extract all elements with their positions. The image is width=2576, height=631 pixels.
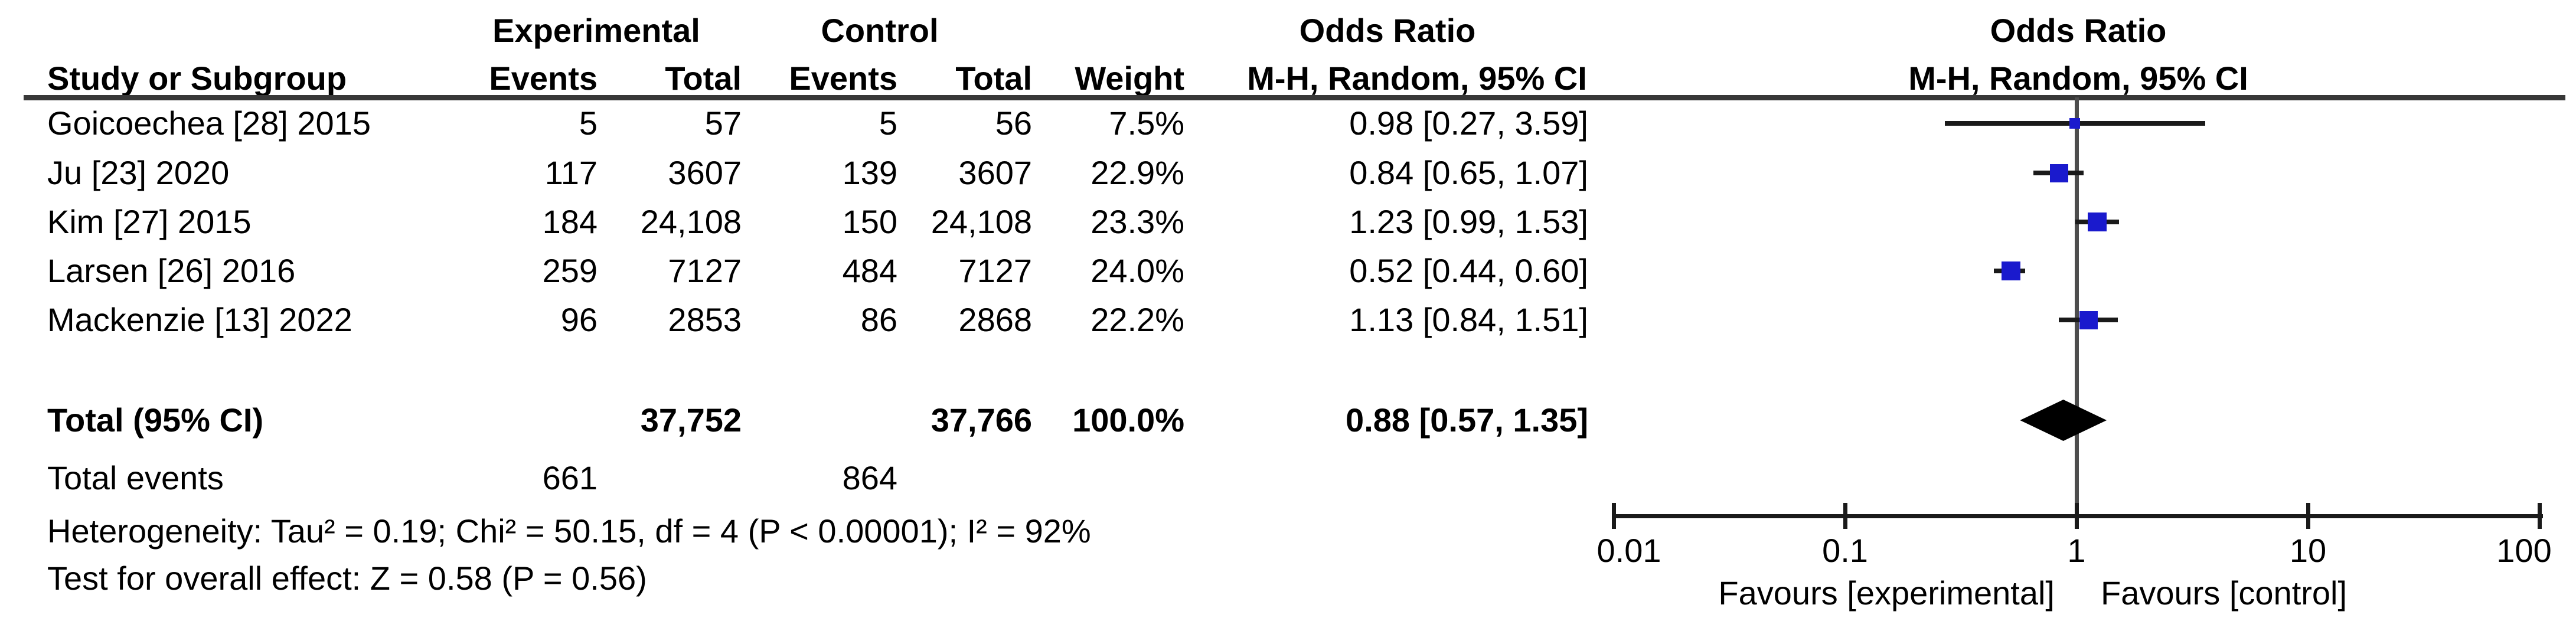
weight: 23.3% bbox=[1091, 203, 1184, 240]
study-name: Larsen [26] 2016 bbox=[47, 252, 296, 289]
column-header-events-experimental: Events bbox=[489, 60, 598, 97]
events-control: 484 bbox=[842, 252, 897, 289]
events-experimental: 96 bbox=[560, 301, 598, 338]
x-axis-tick bbox=[1843, 503, 1847, 529]
study-name: Mackenzie [13] 2022 bbox=[47, 301, 352, 338]
x-axis-tick bbox=[2306, 503, 2310, 529]
x-axis-tick bbox=[2075, 503, 2079, 529]
x-axis-tick-label: 0.1 bbox=[1822, 532, 1868, 569]
total-row-weight: 100.0% bbox=[1072, 401, 1184, 439]
total-experimental: 3607 bbox=[668, 154, 742, 191]
pooled-effect-diamond bbox=[2020, 400, 2107, 441]
events-experimental: 184 bbox=[542, 203, 598, 240]
column-header-mh-random-ci-text: M-H, Random, 95% CI bbox=[1247, 60, 1587, 97]
weight: 22.9% bbox=[1091, 154, 1184, 191]
total-experimental: 24,108 bbox=[640, 203, 742, 240]
events-control: 139 bbox=[842, 154, 897, 191]
header-odds-ratio-plot-column: Odds Ratio bbox=[1990, 12, 2167, 49]
total-row-odds-ratio-ci: 0.88 [0.57, 1.35] bbox=[1346, 401, 1588, 439]
weight: 22.2% bbox=[1091, 301, 1184, 338]
weight: 7.5% bbox=[1109, 104, 1184, 142]
total-control: 7127 bbox=[958, 252, 1032, 289]
column-header-mh-random-ci-plot: M-H, Random, 95% CI bbox=[1908, 60, 2248, 97]
column-header-total-control: Total bbox=[955, 60, 1032, 97]
study-name: Ju [23] 2020 bbox=[47, 154, 230, 191]
favours-control-label: Favours [control] bbox=[2101, 574, 2348, 612]
total-row-total-experimental: 37,752 bbox=[640, 401, 742, 439]
header-control: Control bbox=[821, 12, 939, 49]
events-control: 5 bbox=[879, 104, 897, 142]
total-events-label: Total events bbox=[47, 459, 224, 496]
effect-size-square bbox=[2079, 310, 2098, 329]
heterogeneity-stats: Heterogeneity: Tau² = 0.19; Chi² = 50.15… bbox=[47, 512, 1091, 550]
total-control: 56 bbox=[995, 104, 1032, 142]
odds-ratio-ci: 1.23 [0.99, 1.53] bbox=[1349, 203, 1588, 240]
events-control: 150 bbox=[842, 203, 897, 240]
header-experimental: Experimental bbox=[492, 12, 700, 49]
column-header-events-control: Events bbox=[789, 60, 897, 97]
overall-effect-stats: Test for overall effect: Z = 0.58 (P = 0… bbox=[47, 560, 647, 597]
x-axis-tick-label: 1 bbox=[2067, 532, 2086, 569]
effect-size-square bbox=[2069, 118, 2080, 129]
events-experimental: 5 bbox=[579, 104, 598, 142]
header-rule bbox=[24, 95, 2565, 100]
events-experimental: 117 bbox=[544, 154, 598, 191]
odds-ratio-ci: 1.13 [0.84, 1.51] bbox=[1349, 301, 1588, 338]
events-control: 86 bbox=[860, 301, 897, 338]
odds-ratio-ci: 0.84 [0.65, 1.07] bbox=[1349, 154, 1588, 191]
total-control: 24,108 bbox=[931, 203, 1032, 240]
odds-ratio-ci: 0.98 [0.27, 3.59] bbox=[1349, 104, 1588, 142]
x-axis-tick-label: 10 bbox=[2289, 532, 2327, 569]
x-axis-tick-label: 100 bbox=[2496, 532, 2552, 569]
column-header-weight: Weight bbox=[1075, 60, 1184, 97]
total-events-experimental: 661 bbox=[542, 459, 598, 496]
total-events-control: 864 bbox=[842, 459, 897, 496]
total-experimental: 2853 bbox=[668, 301, 742, 338]
total-experimental: 57 bbox=[704, 104, 742, 142]
x-axis-tick bbox=[2538, 503, 2542, 529]
null-effect-line bbox=[2075, 97, 2079, 516]
total-control: 2868 bbox=[958, 301, 1032, 338]
x-axis-tick-label: 0.01 bbox=[1596, 532, 1661, 569]
favours-experimental-label: Favours [experimental] bbox=[1718, 574, 2055, 612]
x-axis-tick bbox=[1612, 503, 1616, 529]
odds-ratio-ci: 0.52 [0.44, 0.60] bbox=[1349, 252, 1588, 289]
study-name: Goicoechea [28] 2015 bbox=[47, 104, 371, 142]
total-control: 3607 bbox=[958, 154, 1032, 191]
effect-size-square bbox=[2001, 261, 2020, 280]
total-experimental: 7127 bbox=[668, 252, 742, 289]
column-header-study: Study or Subgroup bbox=[47, 60, 347, 97]
total-row-total-control: 37,766 bbox=[931, 401, 1032, 439]
study-name: Kim [27] 2015 bbox=[47, 203, 252, 240]
events-experimental: 259 bbox=[542, 252, 598, 289]
header-odds-ratio-text-column: Odds Ratio bbox=[1299, 12, 1476, 49]
effect-size-square bbox=[2049, 164, 2068, 182]
column-header-total-experimental: Total bbox=[665, 60, 742, 97]
weight: 24.0% bbox=[1091, 252, 1184, 289]
effect-size-square bbox=[2088, 212, 2107, 231]
total-row-label: Total (95% CI) bbox=[47, 401, 264, 439]
